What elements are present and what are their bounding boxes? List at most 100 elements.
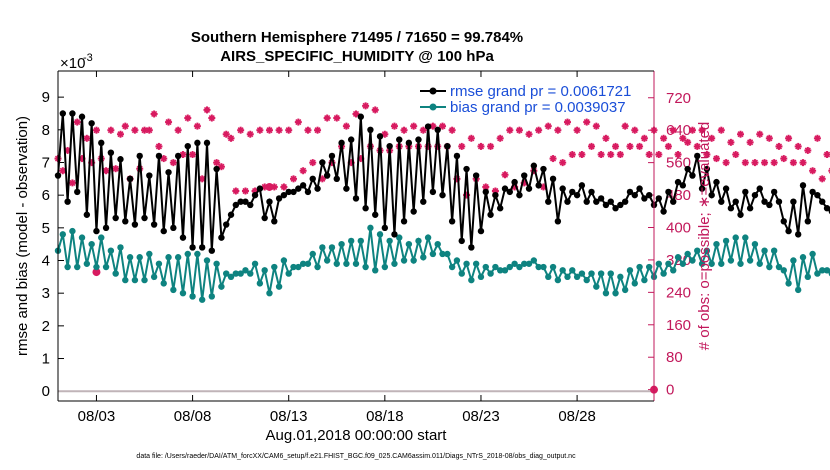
- obs-possible-point: [68, 179, 76, 187]
- obs-possible-point: [669, 126, 677, 134]
- rmse-point: [530, 162, 538, 169]
- obs-possible-point: [544, 122, 552, 130]
- obs-possible-point: [429, 122, 437, 130]
- legend: rmse grand pr = 0.0061721 bias grand pr …: [416, 82, 648, 118]
- exponent-power: -3: [83, 52, 93, 64]
- obs-possible-point: [112, 165, 120, 173]
- obs-possible-point: [756, 130, 764, 138]
- bias-point: [396, 234, 403, 241]
- rmse-point: [631, 191, 638, 199]
- rmse-point: [256, 185, 264, 192]
- bias-point: [271, 263, 278, 271]
- rmse-point: [641, 195, 648, 202]
- bias-point: [285, 270, 292, 277]
- series-rmse: [54, 110, 830, 254]
- rmse-point: [424, 123, 432, 130]
- rmse-point: [487, 211, 494, 218]
- rmse-point: [174, 152, 182, 160]
- bias-point: [59, 231, 67, 238]
- rmse-point: [429, 188, 437, 196]
- rmse-point: [213, 165, 220, 173]
- y-right-tick-label: 240: [666, 284, 691, 301]
- bias-point: [420, 254, 427, 261]
- obs-possible-point: [602, 134, 610, 142]
- legend-bias-marker: [429, 103, 437, 111]
- obs-possible-point: [371, 106, 379, 114]
- obs-possible-point: [381, 130, 389, 138]
- y-axis-label: rmse and bias (model - observation): [14, 116, 31, 356]
- rmse-point: [823, 205, 830, 212]
- bias-point: [131, 276, 139, 284]
- obs-possible-point: [189, 151, 197, 159]
- bias-point: [780, 267, 787, 274]
- bias-point: [237, 270, 244, 277]
- bias-point: [304, 260, 312, 267]
- bias-point: [665, 260, 672, 267]
- rmse-point: [521, 172, 528, 179]
- bias-point: [564, 273, 571, 281]
- bias-point: [136, 254, 143, 261]
- obs-possible-point: [467, 134, 475, 142]
- rmse-point: [506, 188, 514, 196]
- obs-possible-point: [785, 134, 793, 142]
- rmse-point: [338, 139, 345, 147]
- obs-possible-point: [549, 155, 557, 163]
- rmse-point: [237, 198, 244, 205]
- footer-file-path: data file: /Users/raeder/DAI/ATM_forcXX/…: [136, 453, 576, 460]
- bias-point: [535, 263, 542, 271]
- bias-point: [88, 240, 95, 248]
- bias-point: [232, 270, 240, 277]
- rmse-point: [304, 188, 312, 196]
- y-right-tick-label: 160: [666, 317, 691, 334]
- rmse-point: [569, 188, 576, 196]
- bias-point: [458, 270, 465, 277]
- obs-possible-point: [804, 146, 812, 154]
- rmse-point: [275, 195, 283, 202]
- bias-point: [448, 263, 456, 271]
- obs-possible-point: [237, 126, 245, 134]
- rmse-point: [362, 205, 369, 212]
- rmse-point: [718, 198, 725, 205]
- rmse-point: [170, 224, 177, 232]
- rmse-point: [660, 208, 667, 215]
- bias-point: [275, 283, 283, 290]
- bias-point: [612, 289, 619, 297]
- obs-possible-point: [448, 126, 456, 134]
- rmse-point: [722, 185, 730, 192]
- y-right-tick-label: 560: [666, 155, 691, 172]
- bias-point: [525, 260, 533, 267]
- bias-point: [314, 263, 321, 271]
- obs-possible-point: [559, 159, 567, 167]
- exponent-label: ×10 -3: [60, 52, 93, 72]
- rmse-point: [708, 191, 715, 199]
- rmse-point: [732, 198, 739, 205]
- bias-point: [540, 263, 547, 271]
- bias-point: [261, 267, 268, 274]
- bias-point: [347, 237, 355, 245]
- rmse-point: [770, 188, 778, 196]
- obs-possible-point: [83, 134, 91, 142]
- rmse-point: [444, 142, 451, 150]
- obs-possible-point: [116, 130, 124, 138]
- y-tick-label: 1: [42, 351, 50, 368]
- rmse-point: [410, 208, 417, 215]
- y-right-axis-label: # of obs: o=possible; ∗=evaluated: [696, 122, 713, 351]
- bias-point: [472, 260, 480, 267]
- obs-possible-point: [592, 122, 600, 130]
- bias-point: [343, 260, 350, 267]
- obs-possible-point: [621, 122, 629, 130]
- y-right-tick-label: 400: [666, 219, 691, 236]
- bias-point: [626, 267, 634, 274]
- rmse-point: [146, 172, 153, 179]
- rmse-point: [501, 185, 509, 192]
- y-right-tick-label: 720: [666, 90, 691, 107]
- rmse-point: [208, 247, 216, 254]
- obs-possible-point: [664, 142, 672, 150]
- rmse-point: [775, 198, 783, 205]
- bias-point: [319, 244, 326, 251]
- bias-point: [597, 270, 605, 277]
- bias-point: [621, 286, 629, 294]
- x-tick-label: 08/28: [558, 408, 596, 425]
- obs-possible-point: [304, 126, 312, 134]
- rmse-point: [117, 156, 124, 163]
